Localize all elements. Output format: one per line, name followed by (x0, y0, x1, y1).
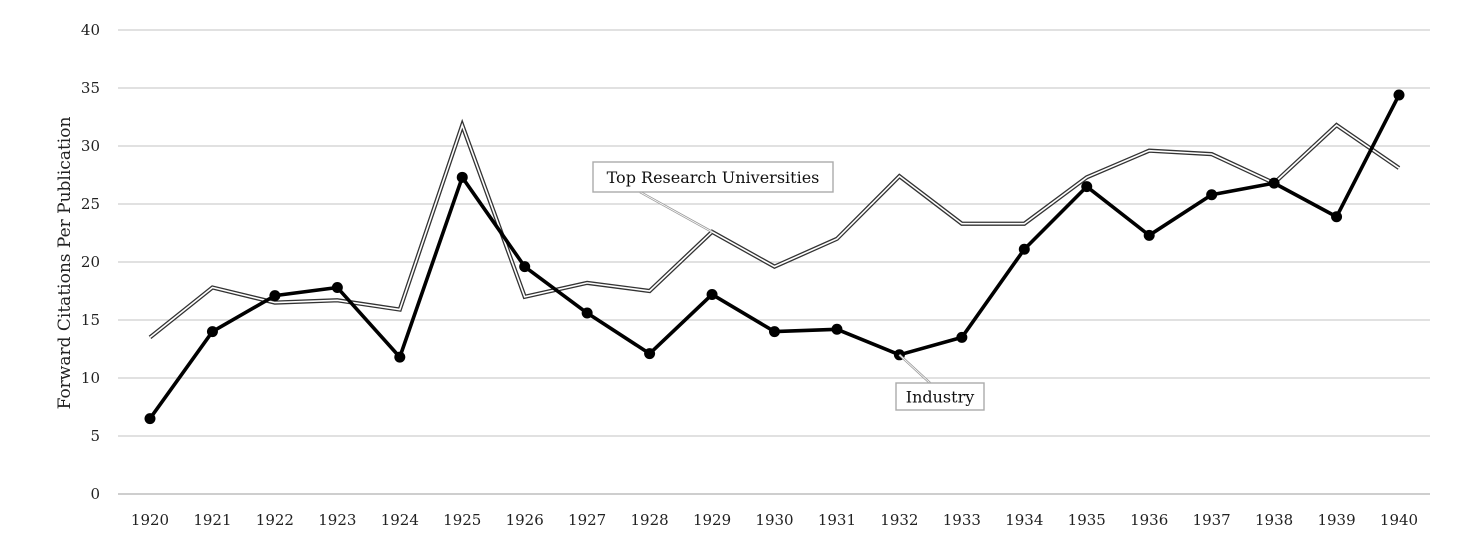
industry-point (831, 323, 843, 335)
x-tick-label: 1928 (631, 511, 669, 529)
y-axis-label: Forward Citations Per Publication (55, 117, 75, 410)
industry-point (769, 326, 780, 338)
x-tick-label: 1932 (880, 511, 918, 529)
x-tick-label: 1924 (381, 511, 419, 529)
industry-point (1206, 189, 1218, 201)
x-tick-label: 1933 (943, 511, 981, 529)
x-tick-label: 1940 (1380, 511, 1418, 529)
x-tick-label: 1926 (506, 511, 544, 529)
series-line-top-research-universities (149, 122, 1400, 339)
callout-leader (639, 191, 713, 233)
y-tick-label: 20 (81, 253, 100, 271)
x-tick-label: 1923 (318, 511, 356, 529)
series-layer (144, 89, 1405, 425)
callout-leader (899, 354, 931, 384)
industry-point (644, 348, 656, 360)
industry-point (1143, 229, 1155, 241)
x-tick-label: 1935 (1068, 511, 1106, 529)
industry-point (1081, 181, 1093, 193)
industry-point (144, 413, 156, 425)
x-tick-label: 1929 (693, 511, 731, 529)
x-tick-label: 1921 (193, 511, 231, 529)
industry-point (581, 307, 593, 319)
y-tick-label: 0 (90, 485, 100, 503)
industry-point (519, 261, 531, 273)
industry-point (1268, 177, 1280, 189)
x-tick-label: 1925 (443, 511, 481, 529)
x-axis-ticks: 1920 1921 1922 1923 1924 1925 1926 1927 1928 1929… (131, 511, 1418, 529)
y-tick-label: 40 (81, 21, 100, 39)
industry-point (706, 288, 718, 300)
x-tick-label: 1927 (568, 511, 606, 529)
callout-box (895, 382, 985, 411)
y-tick-label: 5 (90, 427, 100, 445)
industry-point (956, 331, 968, 343)
industry-point (206, 326, 218, 338)
x-tick-label: 1939 (1317, 511, 1355, 529)
y-axis-ticks: 0 5 10 15 20 25 30 35 40 (81, 21, 100, 503)
gridlines (118, 29, 1430, 495)
y-tick-label: 25 (81, 195, 100, 213)
x-tick-label: 1937 (1193, 511, 1231, 529)
x-tick-label: 1930 (755, 511, 793, 529)
industry-point (1331, 211, 1343, 223)
callout-label: Top Research Universities (607, 168, 820, 187)
x-tick-label: 1938 (1255, 511, 1293, 529)
industry-point (331, 282, 343, 294)
industry-point (394, 351, 406, 363)
industry-point (1018, 243, 1030, 255)
series-line-industry (148, 94, 1401, 420)
x-tick-label: 1920 (131, 511, 169, 529)
x-tick-label: 1936 (1130, 511, 1168, 529)
y-tick-label: 15 (81, 311, 100, 329)
callout-box (592, 161, 834, 193)
x-tick-label: 1931 (818, 511, 856, 529)
callout-label: Industry (906, 388, 975, 407)
y-tick-label: 30 (81, 137, 100, 155)
industry-point (1393, 89, 1405, 101)
x-tick-label: 1934 (1005, 511, 1043, 529)
callouts-layer: Top Research Universities Industry (592, 161, 985, 411)
x-tick-label: 1922 (256, 511, 294, 529)
industry-point (269, 290, 281, 302)
series-line-top-research-universities-outline (148, 118, 1401, 340)
y-tick-label: 35 (81, 79, 100, 97)
y-tick-label: 10 (81, 369, 100, 387)
industry-point (456, 171, 468, 183)
